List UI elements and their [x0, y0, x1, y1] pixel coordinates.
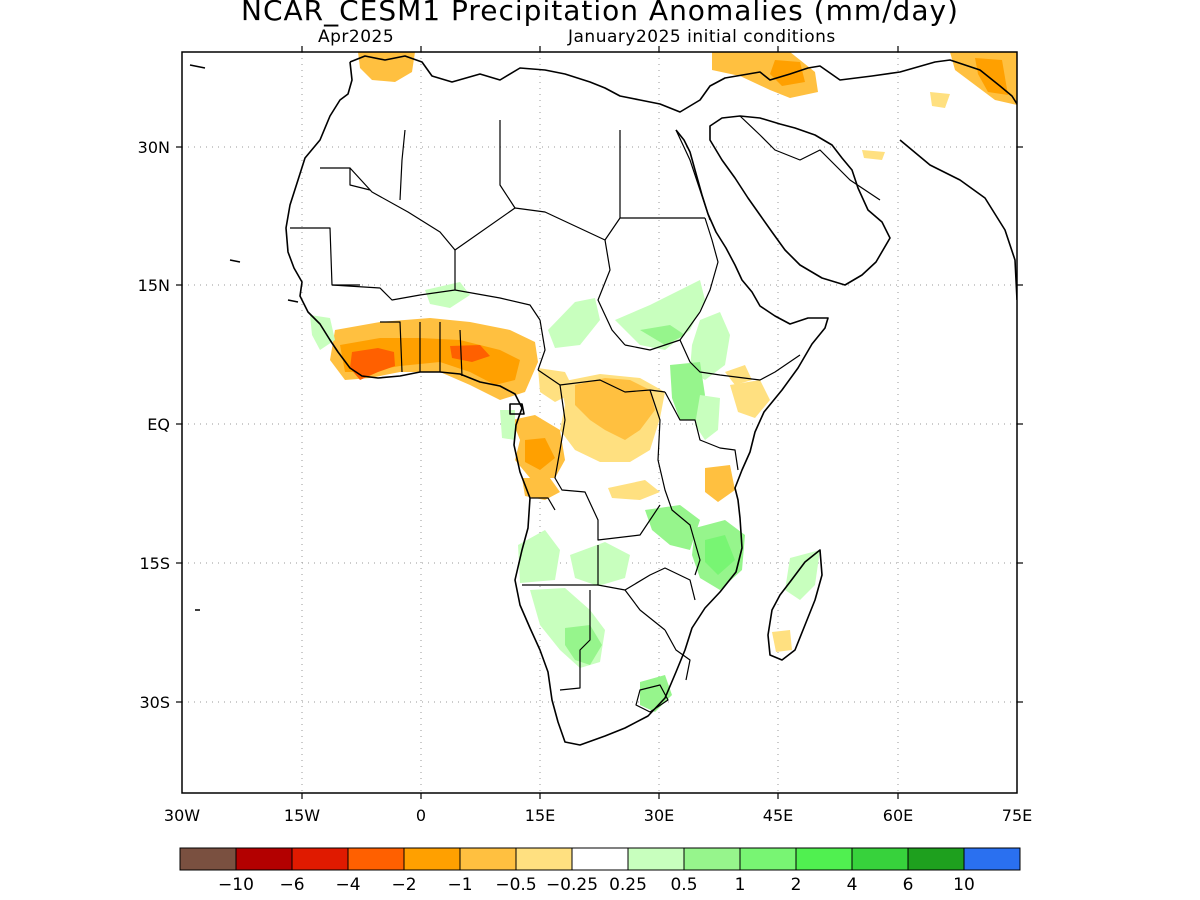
colorbar-swatch: [515, 847, 573, 871]
anomaly-guinea-coast-strong: [350, 348, 395, 380]
map-frame: [181, 51, 1018, 794]
anomaly-arabia-dry: [862, 150, 885, 160]
anomaly-guinea-wet: [310, 315, 335, 350]
anomaly-zambia-wet: [570, 542, 630, 586]
colorbar-swatch: [795, 847, 853, 871]
colorbar-label: 0.25: [609, 875, 647, 895]
anomaly-kenya-dry: [730, 380, 770, 418]
colorbar-swatch: [459, 847, 517, 871]
lon-label-15w: 15W: [284, 806, 320, 825]
lon-label-15e: 15E: [525, 806, 555, 825]
colorbar-swatch: [907, 847, 965, 871]
lat-label-30n: 30N: [138, 138, 170, 157]
anomaly-namibia-wet-strong: [565, 625, 602, 665]
colorbar-label: 10: [953, 875, 975, 895]
anomaly-angola-wet: [518, 530, 560, 583]
lon-label-45e: 45E: [763, 806, 793, 825]
lat-label-eq: EQ: [147, 415, 170, 434]
colorbar-label: −10: [218, 875, 254, 895]
anomaly-malawi-wet: [645, 505, 700, 550]
colorbar-label: −6: [279, 875, 304, 895]
colorbar-swatch: [179, 847, 237, 871]
anomaly-mediterranean-dry: [358, 52, 415, 82]
anomaly-tanzania-dry: [705, 465, 735, 502]
anomaly-mideast-strong: [770, 60, 805, 86]
colorbar-label: 2: [791, 875, 802, 895]
lon-label-0: 0: [416, 806, 426, 825]
lon-label-75e: 75E: [1002, 806, 1032, 825]
colorbar-label: 1: [735, 875, 746, 895]
colorbar-label: −2: [391, 875, 416, 895]
colorbar-swatch: [291, 847, 349, 871]
anomaly-sahel-wet: [425, 282, 470, 308]
anomaly-madagascar-wet: [785, 550, 820, 600]
colorbar-swatch: [963, 847, 1021, 871]
lon-label-30w: 30W: [164, 806, 200, 825]
colorbar-label: 4: [847, 875, 858, 895]
lat-label-30s: 30S: [139, 693, 170, 712]
anomaly-sudan-wet: [615, 280, 705, 350]
lat-label-15s: 15S: [139, 554, 170, 573]
tick-marks: [176, 46, 1023, 799]
colorbar-swatch: [347, 847, 405, 871]
anomaly-chad-wet: [548, 298, 600, 348]
anomaly-angola-coast-dry: [522, 478, 560, 500]
initial-conditions: January2025 initial conditions: [568, 27, 836, 47]
colorbar-label: 6: [903, 875, 914, 895]
forecast-month: Apr2025: [318, 27, 395, 47]
colorbar-swatch: [235, 847, 293, 871]
anomaly-ethiopia-dry: [725, 365, 752, 385]
anomaly-sudan-wet-strong: [640, 325, 685, 345]
anomaly-uganda-wet: [670, 362, 705, 420]
anomaly-gabon-wet: [500, 410, 515, 440]
anomaly-drc-south-dry: [608, 480, 660, 500]
colorbar-swatch: [851, 847, 909, 871]
colorbar: −10 −6 −4 −2 −1 −0.5 −0.25 0.25 0.5 1 2 4 6 10: [179, 847, 1021, 895]
colorbar-label: −1: [447, 875, 472, 895]
colorbar-label: −0.25: [546, 875, 598, 895]
anomaly-nigeria-strong: [450, 345, 490, 362]
anomaly-madagascar-dry: [772, 630, 792, 652]
anomaly-iran-dry: [930, 92, 950, 108]
coastlines: [189, 55, 1017, 746]
anomaly-gabon-strong: [525, 438, 555, 470]
colorbar-swatch: [403, 847, 461, 871]
lat-label-15n: 15N: [138, 276, 170, 295]
colorbar-swatch: [739, 847, 797, 871]
lon-label-30e: 30E: [644, 806, 674, 825]
anomaly-mozambique-wet-strong: [705, 535, 735, 575]
colorbar-swatch: [571, 847, 629, 871]
anomaly-congo-dry: [575, 378, 655, 440]
borders: [290, 115, 881, 713]
colorbar-swatch: [683, 847, 741, 871]
anomaly-lake-region-wet: [695, 395, 720, 440]
colorbar-swatch: [627, 847, 685, 871]
lon-label-60e: 60E: [883, 806, 913, 825]
colorbar-label: −4: [335, 875, 360, 895]
colorbar-label: 0.5: [670, 875, 697, 895]
map-title: NCAR_CESM1 Precipitation Anomalies (mm/d…: [241, 0, 959, 27]
colorbar-label: −0.5: [495, 875, 536, 895]
